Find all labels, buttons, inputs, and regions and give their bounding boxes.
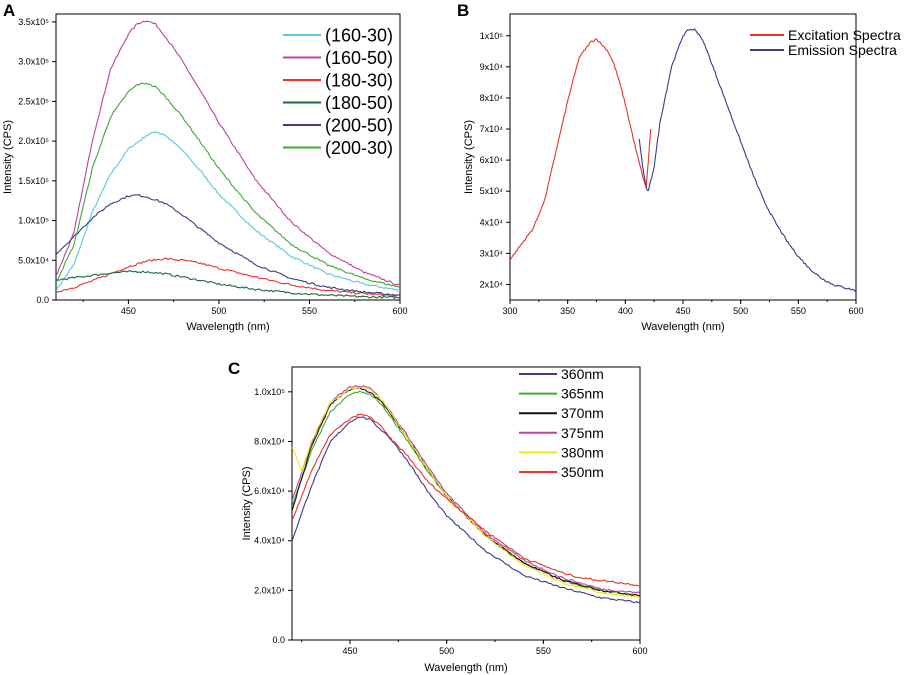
x-tick-label: 550	[791, 306, 806, 316]
y-tick-label: 7x10⁴	[480, 124, 504, 134]
x-tick-label: 500	[439, 646, 454, 656]
legend-label-370nm: 370nm	[561, 405, 604, 421]
y-tick-label: 2.0x10⁴	[254, 585, 285, 595]
legend-label-emission-spectra: Emission Spectra	[788, 42, 897, 58]
y-tick-label: 1.0x10⁵	[254, 387, 285, 397]
y-tick-label: 6x10⁴	[480, 155, 504, 165]
series-line-160-50	[56, 20, 400, 286]
y-tick-label: 2.5x10⁵	[18, 96, 49, 106]
x-tick-label: 550	[536, 646, 551, 656]
y-axis-title: Intensity (CPS)	[241, 467, 253, 541]
series-line-380nm	[292, 386, 640, 599]
x-tick-label: 500	[211, 306, 226, 316]
series-line-360nm	[292, 416, 640, 604]
y-tick-label: 2x10⁴	[480, 279, 504, 289]
panel-letter: B	[457, 1, 469, 20]
x-tick-label: 600	[848, 306, 863, 316]
x-tick-label: 550	[302, 306, 317, 316]
y-tick-label: 6.0x10⁴	[254, 486, 285, 496]
plot-frame	[291, 366, 641, 641]
y-tick-label: 4x10⁴	[480, 217, 504, 227]
legend-label-360nm: 360nm	[561, 366, 604, 382]
y-tick-label: 2.0x10⁵	[18, 136, 49, 146]
x-tick-label: 450	[342, 646, 357, 656]
legend: 360nm 365nm 370nm 375nm 380nm 350nm	[519, 366, 604, 480]
legend: (160-30) (160-50)(180-30) (180-50)(200-50)…	[283, 25, 393, 158]
x-tick-label: 400	[618, 306, 633, 316]
y-tick-label: 3.0x10⁵	[18, 57, 49, 67]
y-tick-label: 3.5x10⁵	[18, 17, 49, 27]
y-tick-label: 1.0x10⁵	[18, 216, 49, 226]
series-line-350nm	[292, 413, 640, 587]
legend-label-160-30: (160-30)	[325, 25, 393, 45]
legend-label-380nm: 380nm	[561, 444, 604, 460]
y-tick-label: 8.0x10⁴	[254, 436, 285, 446]
series-line-200-30	[56, 82, 400, 289]
series-line-160-30	[56, 131, 400, 292]
plot-frame	[55, 13, 401, 301]
x-axis-title: Wavelength (nm)	[186, 321, 269, 333]
legend-label-200-30: (200-30)	[325, 138, 393, 158]
legend-label-375nm: 375nm	[561, 425, 604, 441]
x-tick-label: 600	[632, 646, 647, 656]
series-line-365nm	[292, 390, 640, 597]
series-line-375nm	[292, 384, 640, 594]
x-tick-label: 300	[502, 306, 517, 316]
x-axis-title: Wavelength (nm)	[641, 321, 724, 333]
series-line-200-50	[56, 194, 400, 296]
chart-panel-a: A 450 500 550 600 0.0 5.0x10⁴ 1.0x10⁵ 1.5x10⁵ 2.0…	[2, 1, 408, 333]
y-tick-label: 0.0	[272, 635, 285, 645]
chart-panel-c: C 450 500 550 600 0.0 2.0x10⁴ 4.0x10⁴ 6.0x10⁴ 8.0…	[228, 359, 648, 674]
legend-label-200-50: (200-50)	[325, 115, 393, 135]
y-axis-title: Intensity (CPS)	[463, 120, 475, 194]
legend-label-160-50: (160-50)	[325, 48, 393, 68]
panel-letter: A	[3, 1, 15, 20]
panel-letter: C	[228, 359, 240, 378]
legend-label-180-50: (180-50)	[325, 93, 393, 113]
y-tick-label: 3x10⁴	[480, 248, 504, 258]
series-line-emission-spectra	[638, 28, 856, 292]
x-tick-label: 500	[733, 306, 748, 316]
series-line-180-50	[56, 270, 400, 299]
x-tick-label: 350	[560, 306, 575, 316]
y-tick-label: 1.5x10⁵	[18, 176, 49, 186]
y-tick-label: 9x10⁴	[480, 62, 504, 72]
series-line-excitation-spectra	[510, 38, 652, 261]
y-tick-label: 8x10⁴	[480, 93, 504, 103]
legend-label-180-30: (180-30)	[325, 70, 393, 90]
x-tick-label: 450	[121, 306, 136, 316]
x-axis-title: Wavelength (nm)	[424, 662, 507, 674]
legend-label-excitation-spectra: Excitation Spectra	[788, 27, 901, 43]
y-tick-label: 0.0	[36, 295, 49, 305]
legend-label-350nm: 350nm	[561, 464, 604, 480]
y-tick-label: 1x10⁵	[480, 31, 504, 41]
legend-label-365nm: 365nm	[561, 386, 604, 402]
y-axis-title: Intensity (CPS)	[2, 120, 14, 194]
y-tick-label: 5x10⁴	[480, 186, 504, 196]
y-tick-label: 5.0x10⁴	[18, 255, 49, 265]
y-tick-label: 4.0x10⁴	[254, 536, 285, 546]
chart-panel-b: B 300 350 400 450 500 550 600 2x10⁴ 3x10⁴ 4x10⁴ 5x1…	[457, 1, 901, 333]
x-tick-label: 450	[675, 306, 690, 316]
x-tick-label: 600	[392, 306, 407, 316]
